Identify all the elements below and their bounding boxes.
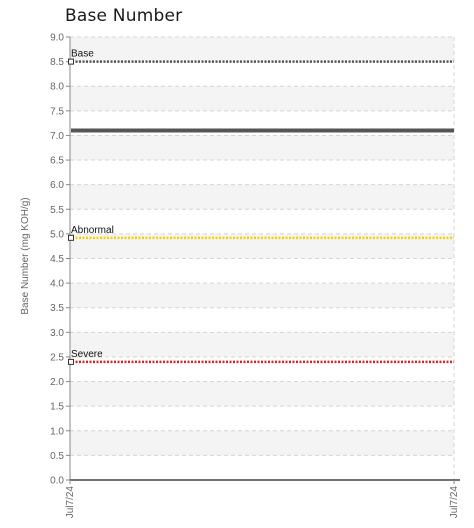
x-axis-ticks: Jul7/24 Jul7/24 [65,480,460,518]
y-axis-ticks: 0.0 0.5 1.0 1.5 2.0 2.5 3.0 3.5 4.0 4.5 5.0 5.5 6.0 6… [50,33,70,487]
y-tick-label: 3.0 [50,328,64,339]
chart-title: Base Number [65,6,183,26]
y-tick-label: 7.5 [50,106,64,117]
y-tick-label: 6.0 [50,180,64,191]
grid-band [70,37,454,62]
chart-bands [70,37,454,456]
y-tick-label: 4.0 [50,279,64,290]
y-tick-label: 0.5 [50,451,64,462]
grid-band [70,283,454,308]
y-tick-label: 1.0 [50,426,64,437]
y-tick-label: 7.0 [50,131,64,142]
grid-band [70,381,454,407]
grid-band [70,135,454,161]
grid-band [70,332,454,357]
y-tick-label: 2.5 [50,352,64,363]
x-tick-label: Jul7/24 [449,486,460,519]
y-tick-label: 0.0 [50,476,64,487]
threshold-label-severe: Severe [71,349,103,360]
y-tick-label: 8.5 [50,57,64,68]
grid-band [70,184,454,210]
y-tick-label: 1.5 [50,402,64,413]
grid-band [70,430,454,456]
threshold-label-base: Base [71,49,94,60]
y-axis-label: Base Number (mg KOH/g) [20,197,31,314]
threshold-marker [68,358,74,365]
y-tick-label: 8.0 [50,82,64,93]
grid-band [70,86,454,111]
y-tick-label: 5.5 [50,205,64,216]
y-tick-label: 5.0 [50,229,64,240]
threshold-label-abnormal: Abnormal [71,225,114,236]
y-tick-label: 6.5 [50,156,64,167]
y-tick-label: 4.5 [50,254,64,265]
threshold-marker [68,234,74,241]
chart-grid [70,36,455,480]
threshold-marker [68,58,74,65]
threshold-lines: Base Abnormal Severe [68,49,454,365]
y-tick-label: 3.5 [50,303,64,314]
y-tick-label: 9.0 [50,33,64,44]
x-tick-label: Jul7/24 [65,486,76,519]
y-tick-label: 2.0 [50,377,64,388]
